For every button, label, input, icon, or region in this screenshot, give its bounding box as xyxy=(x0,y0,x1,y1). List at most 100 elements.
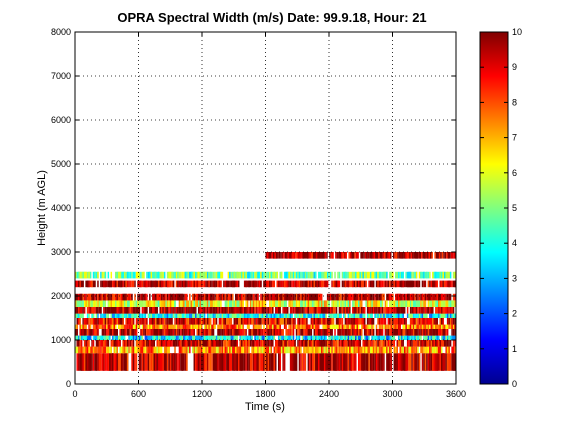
heatmap-cell xyxy=(76,329,78,336)
heatmap-cell xyxy=(258,318,262,325)
heatmap-cell xyxy=(322,300,324,307)
heatmap-cell xyxy=(215,353,219,371)
heatmap-cell xyxy=(97,313,99,318)
heatmap-cell xyxy=(235,324,237,329)
heatmap-cell xyxy=(187,313,190,318)
heatmap-cell xyxy=(309,300,311,307)
heatmap-cell xyxy=(251,300,255,307)
heatmap-cell xyxy=(245,300,247,307)
heatmap-cell xyxy=(372,293,375,301)
heatmap-cell xyxy=(223,293,225,301)
heatmap-cell xyxy=(150,271,153,279)
heatmap-cell xyxy=(313,324,316,329)
heatmap-cell xyxy=(443,324,446,329)
heatmap-cell xyxy=(149,293,151,301)
heatmap-cell xyxy=(209,353,212,371)
heatmap-cell xyxy=(390,353,393,371)
heatmap-cell xyxy=(240,324,243,329)
heatmap-cell xyxy=(94,318,98,325)
heatmap-cell xyxy=(205,318,207,325)
heatmap-cell xyxy=(270,313,273,318)
heatmap-cell xyxy=(91,353,93,371)
heatmap-cell xyxy=(147,280,150,288)
heatmap-cell xyxy=(294,318,296,325)
heatmap-cell xyxy=(300,280,302,288)
heatmap-cell xyxy=(159,346,163,354)
heatmap-cell xyxy=(415,329,418,336)
heatmap-cell xyxy=(85,335,87,340)
heatmap-cell xyxy=(157,329,161,336)
heatmap-band xyxy=(76,353,456,371)
heatmap-cell xyxy=(390,307,394,314)
heatmap-cell xyxy=(175,340,178,347)
heatmap-cell xyxy=(359,307,361,314)
heatmap-cell xyxy=(420,318,422,325)
heatmap-cell xyxy=(181,280,185,288)
heatmap-cell xyxy=(160,307,163,314)
heatmap-cell xyxy=(392,318,394,325)
heatmap-cell xyxy=(418,324,421,329)
heatmap-cell xyxy=(427,271,430,279)
heatmap-cell xyxy=(257,307,259,314)
heatmap-cell xyxy=(94,300,96,307)
heatmap-cell xyxy=(132,353,135,371)
heatmap-cell xyxy=(184,293,188,301)
heatmap-cell xyxy=(267,324,270,329)
y-tick-label: 5000 xyxy=(51,159,71,169)
heatmap-cell xyxy=(288,340,290,347)
heatmap-cell xyxy=(447,252,451,259)
heatmap-cell xyxy=(392,280,394,288)
heatmap-cell xyxy=(325,313,327,318)
heatmap-cell xyxy=(414,280,416,288)
heatmap-cell xyxy=(298,313,302,318)
heatmap-cell xyxy=(427,340,430,347)
heatmap-cell xyxy=(134,313,136,318)
heatmap-cell xyxy=(249,340,252,347)
heatmap-cell xyxy=(362,324,364,329)
heatmap-cell xyxy=(264,300,267,307)
heatmap-cell xyxy=(435,271,437,279)
heatmap-cell xyxy=(251,335,253,340)
heatmap-cell xyxy=(251,329,255,336)
heatmap-band xyxy=(75,329,456,336)
heatmap-cell xyxy=(169,340,172,347)
heatmap-cell xyxy=(166,300,169,307)
heatmap-cell xyxy=(313,300,316,307)
heatmap-cell xyxy=(350,313,354,318)
heatmap-cell xyxy=(298,300,301,307)
heatmap-cell xyxy=(384,280,387,288)
heatmap-cell xyxy=(412,293,415,301)
heatmap-cell xyxy=(212,271,215,279)
heatmap-cell xyxy=(229,280,231,288)
heatmap-cell xyxy=(409,324,412,329)
heatmap-cell xyxy=(125,293,127,301)
heatmap-cell xyxy=(346,280,350,288)
heatmap-cell xyxy=(83,293,86,301)
heatmap-cell xyxy=(264,318,267,325)
heatmap-cell xyxy=(233,307,236,314)
heatmap-cell xyxy=(381,252,383,259)
heatmap-cell xyxy=(402,271,404,279)
heatmap-cell xyxy=(75,307,77,314)
heatmap-cell xyxy=(117,340,120,347)
heatmap-cell xyxy=(119,346,121,354)
heatmap-cell xyxy=(92,280,96,288)
heatmap-cell xyxy=(304,293,307,301)
heatmap-cell xyxy=(203,353,207,371)
heatmap-cell xyxy=(144,324,147,329)
heatmap-cell xyxy=(186,340,190,347)
heatmap-cell xyxy=(427,300,430,307)
heatmap-cell xyxy=(122,353,124,371)
heatmap-cell xyxy=(229,307,231,314)
heatmap-cell xyxy=(334,271,336,279)
heatmap-cell xyxy=(174,307,176,314)
heatmap-cell xyxy=(448,300,450,307)
heatmap-cell xyxy=(249,329,252,336)
heatmap-cell xyxy=(292,307,295,314)
heatmap-cell xyxy=(246,307,249,314)
heatmap-cell xyxy=(273,324,276,329)
heatmap-cell xyxy=(270,280,273,288)
heatmap-cell xyxy=(266,346,270,354)
heatmap-cell xyxy=(115,280,117,288)
